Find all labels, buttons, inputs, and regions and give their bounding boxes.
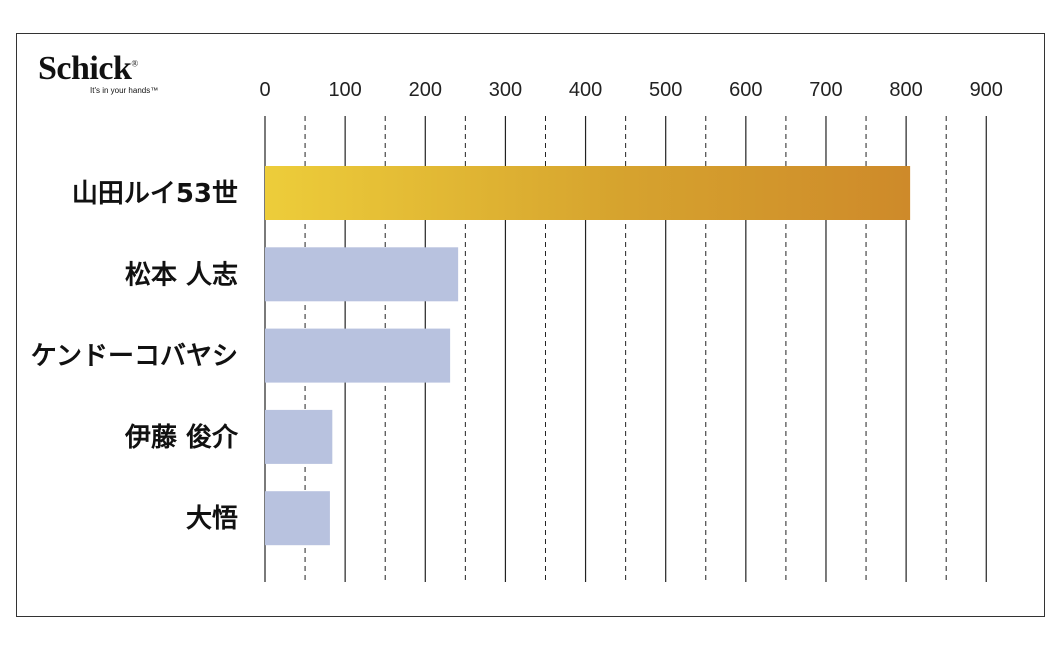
- schick-logo: Schick® It's in your hands™: [38, 52, 159, 96]
- chart-frame: [16, 33, 1045, 617]
- bar-1: [265, 166, 911, 220]
- logo-registered-mark: ®: [131, 58, 138, 69]
- category-label: 伊藤 俊介: [124, 422, 239, 453]
- category-label: 松本 人志: [125, 260, 238, 290]
- x-tick-label: 800: [889, 79, 922, 101]
- x-tick-label: 0: [259, 79, 270, 101]
- bar-2: [265, 247, 459, 302]
- logo-wordmark: Schick®: [38, 52, 158, 86]
- x-tick-label: 100: [328, 79, 361, 101]
- category-label: 山田ルイ53世: [72, 179, 238, 209]
- x-tick-label: 900: [970, 79, 1003, 101]
- bars: [265, 166, 911, 546]
- x-tick-label: 200: [409, 79, 442, 101]
- bar-4: [265, 409, 333, 464]
- x-axis-tick-labels: 0 100 200 300 400 500 600 700 800 900: [259, 79, 1003, 101]
- bar-5: [265, 491, 330, 546]
- category-label: ケンドーコバヤシ: [31, 342, 238, 372]
- category-label: 大悟: [186, 504, 238, 534]
- x-tick-label: 300: [489, 79, 522, 101]
- x-tick-label: 500: [649, 79, 682, 101]
- x-tick-label: 600: [729, 79, 762, 101]
- logo-tagline: It's in your hands™: [90, 86, 159, 95]
- x-tick-label: 700: [809, 79, 842, 101]
- logo-brand: Schick: [38, 50, 132, 87]
- bar-3: [265, 328, 451, 383]
- x-tick-label: 400: [569, 79, 602, 101]
